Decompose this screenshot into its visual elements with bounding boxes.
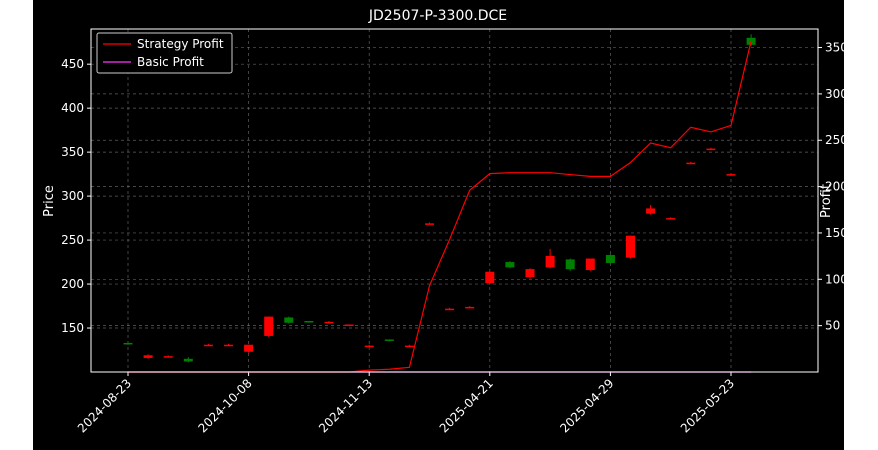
legend-label-basic-profit: Basic Profit — [137, 55, 204, 69]
y-axis-label-left: Price — [42, 185, 57, 217]
chart-title: JD2507-P-3300.DCE — [368, 8, 507, 24]
candle-body — [244, 344, 254, 352]
candle-body — [646, 208, 656, 214]
candle-body — [525, 269, 535, 278]
y-axis-label-right: Profit — [819, 184, 834, 218]
candle-body — [224, 344, 233, 347]
candle-body — [666, 218, 676, 220]
y-tick-label: 200 — [61, 277, 84, 291]
candle-body — [445, 308, 455, 311]
candle-body — [344, 324, 354, 327]
plot-frame — [90, 28, 819, 373]
candle-body — [143, 355, 153, 358]
y-tick-label: 350 — [61, 145, 84, 159]
y2-tick-label: 350 — [825, 41, 844, 55]
x-tick-label: 2025-05-23 — [678, 376, 737, 435]
candle-body — [726, 174, 736, 176]
legend-label-strategy-profit: Strategy Profit — [137, 37, 224, 51]
candle-body — [485, 271, 495, 284]
profit-lines — [128, 40, 752, 373]
y2-tick-label: 300 — [825, 87, 844, 101]
grid-lines — [91, 29, 818, 372]
legend-box — [96, 32, 233, 74]
candle-body — [123, 342, 133, 345]
candle-body — [324, 321, 334, 324]
candle-body — [585, 258, 595, 270]
y2-tick-label: 100 — [825, 272, 844, 286]
candle-body — [203, 344, 213, 347]
y-tick-label: 450 — [61, 57, 84, 71]
y-tick-label: 300 — [61, 189, 84, 203]
candle-body — [304, 320, 314, 323]
x-axis-ticks: 2024-08-23 2024-10-08 2024-11-13 2025-04-21… — [75, 372, 737, 435]
candle-body — [284, 317, 294, 323]
y2-tick-label: 50 — [825, 319, 840, 333]
line-strategy-profit — [128, 40, 752, 373]
candlestick-series — [123, 34, 756, 363]
x-tick-label: 2025-04-21 — [437, 376, 496, 435]
chart-figure: JD2507-P-3300.DCE 150 200 250 300 350 400 450 … — [33, 0, 844, 450]
x-tick-label: 2024-08-23 — [75, 376, 134, 435]
candle-body — [626, 235, 635, 258]
candle-body — [425, 223, 434, 225]
x-tick-label: 2024-11-13 — [316, 376, 375, 435]
candle-body — [565, 259, 575, 270]
candle-body — [505, 262, 515, 268]
candle-body — [465, 306, 475, 309]
y-tick-label: 250 — [61, 233, 84, 247]
y2-tick-label: 150 — [825, 226, 844, 240]
candle-body — [264, 316, 274, 336]
candle-body — [686, 162, 696, 165]
y-axis-right-ticks: 50 100 150 200 250 300 350 — [818, 41, 844, 333]
legend: Strategy Profit Basic Profit — [96, 32, 233, 74]
x-tick-label: 2024-10-08 — [196, 376, 255, 435]
candlestick-chart: JD2507-P-3300.DCE 150200250300350400450 … — [42, 8, 844, 435]
candle-body — [706, 148, 716, 151]
y-axis-left-ticks: 150 200 250 300 350 400 450 — [61, 57, 91, 335]
y2-tick-label: 200 — [825, 180, 844, 194]
y2-tick-label: 250 — [825, 133, 844, 147]
candle-body — [364, 345, 374, 348]
candle-body — [545, 255, 555, 268]
candle-body — [384, 339, 394, 341]
candle-body — [163, 356, 173, 358]
candle-body — [404, 345, 414, 348]
y-tick-label: 400 — [61, 101, 84, 115]
x-tick-label: 2025-04-29 — [557, 376, 616, 435]
candle-body — [605, 255, 615, 263]
y-tick-label: 150 — [61, 321, 84, 335]
candle-body — [183, 358, 193, 362]
